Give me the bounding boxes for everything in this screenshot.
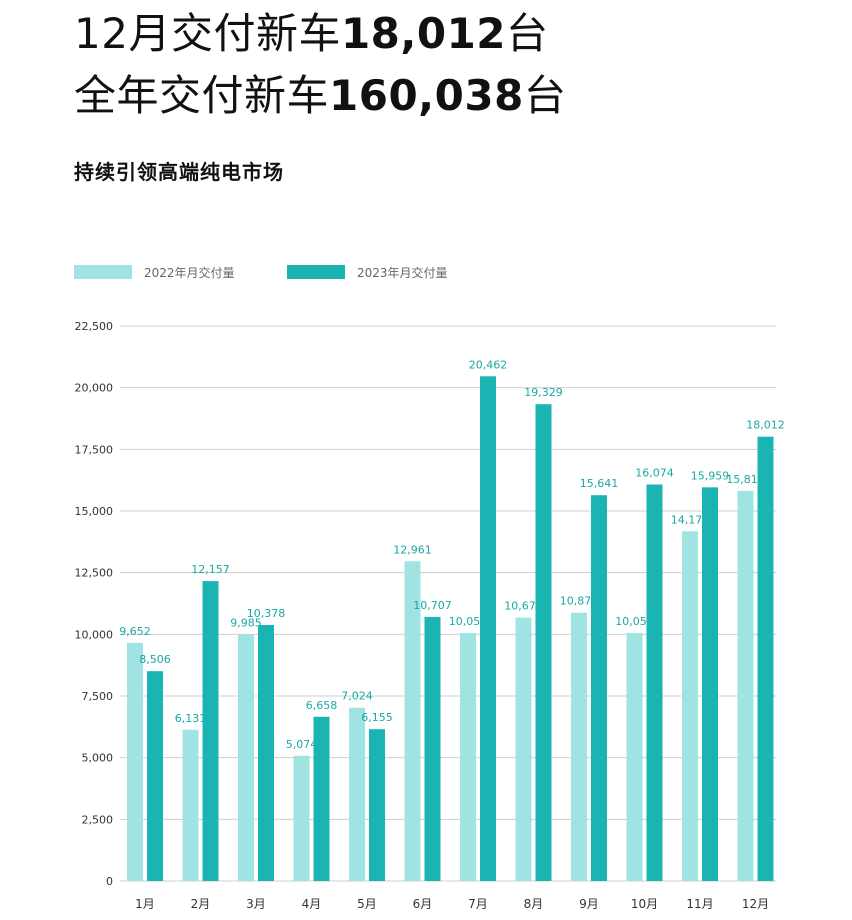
y-tick-label: 12,500	[75, 567, 114, 580]
bar-2	[535, 404, 552, 881]
bar-1	[404, 561, 421, 881]
x-tick-label: 7月	[468, 897, 488, 911]
bar-1	[349, 707, 365, 881]
data-label: 9,652	[119, 625, 151, 638]
data-label: 14,178	[671, 513, 710, 526]
headline-monthly-suffix: 台	[506, 9, 549, 58]
y-tick-label: 2,500	[82, 813, 114, 826]
data-label: 10,052	[449, 615, 488, 628]
bar-2	[147, 671, 163, 881]
data-label: 6,131	[175, 712, 207, 725]
x-tick-label: 3月	[246, 897, 266, 911]
y-tick-label: 10,000	[75, 628, 114, 641]
data-label: 15,959	[691, 469, 730, 482]
y-tick-label: 22,500	[75, 320, 114, 333]
bar-2	[480, 376, 496, 881]
data-label: 18,012	[746, 419, 785, 432]
data-label: 16,074	[635, 467, 674, 480]
x-tick-label: 6月	[413, 897, 433, 911]
chart-subtitle: 持续引领高端纯电市场	[74, 160, 284, 184]
data-label: 12,961	[393, 543, 432, 556]
bar-2	[646, 484, 663, 881]
data-label: 15,641	[580, 477, 619, 490]
bar-2	[702, 487, 718, 881]
y-tick-label: 5,000	[82, 752, 114, 765]
headline-monthly: 12月交付新车18,012台	[74, 10, 549, 58]
x-tick-label: 2月	[191, 897, 211, 911]
data-label: 10,378	[247, 607, 286, 620]
bar-1	[460, 633, 476, 881]
bar-1	[571, 612, 587, 881]
y-tick-label: 15,000	[75, 505, 114, 518]
bar-1	[515, 617, 532, 881]
x-tick-label: 5月	[357, 897, 377, 911]
data-label: 15,815	[726, 473, 765, 486]
data-label: 7,024	[341, 690, 373, 703]
legend-label-2: 2023年月交付量	[357, 265, 448, 280]
data-label: 10,707	[413, 599, 452, 612]
y-tick-label: 7,500	[82, 690, 114, 703]
legend-swatch-2	[287, 265, 345, 279]
bar-2	[369, 729, 385, 881]
y-tick-label: 17,500	[75, 443, 114, 456]
data-label: 6,658	[306, 699, 338, 712]
bar-1	[293, 755, 310, 881]
data-label: 12,157	[191, 563, 230, 576]
y-tick-label: 20,000	[75, 382, 114, 395]
bar-1	[682, 531, 698, 881]
data-label: 5,074	[286, 738, 318, 751]
x-tick-label: 4月	[302, 897, 322, 911]
data-label: 10,059	[615, 615, 654, 628]
bar-2	[591, 495, 607, 881]
bar-1	[182, 729, 199, 881]
x-tick-label: 8月	[524, 897, 544, 911]
x-tick-label: 10月	[631, 897, 658, 911]
x-tick-label: 9月	[579, 897, 599, 911]
data-label: 10,677	[504, 600, 543, 613]
bar-2	[313, 716, 330, 881]
x-tick-label: 11月	[686, 897, 713, 911]
data-label: 10,878	[560, 595, 599, 608]
bar-2	[424, 616, 441, 881]
y-tick-label: 0	[106, 875, 113, 888]
headline-annual-prefix: 全年交付新车	[74, 71, 330, 120]
legend-label-1: 2022年月交付量	[144, 265, 235, 280]
x-tick-label: 1月	[135, 897, 155, 911]
bar-2	[757, 436, 774, 881]
data-label: 20,462	[469, 358, 508, 371]
headline-annual: 全年交付新车160,038台	[74, 72, 566, 120]
bar-1	[626, 632, 643, 881]
headline-annual-suffix: 台	[523, 71, 567, 120]
data-label: 6,155	[361, 711, 393, 724]
bar-2	[258, 625, 274, 881]
headline-monthly-prefix: 12月交付新车	[74, 9, 341, 58]
data-label: 9,985	[230, 617, 262, 630]
data-label: 8,506	[139, 653, 171, 666]
bar-1	[737, 490, 754, 881]
bar-1	[127, 642, 143, 881]
bar-chart: 2022年月交付量 2023年月交付量 0 2,500 5,000 7,500 10,000…	[74, 265, 785, 911]
legend-swatch-1	[74, 265, 132, 279]
headline-monthly-value: 18,012	[340, 9, 507, 58]
x-tick-label: 12月	[742, 897, 769, 911]
headline-annual-value: 160,038	[329, 71, 524, 120]
data-label: 19,329	[524, 386, 563, 399]
bar-1	[238, 634, 254, 881]
bar-2	[202, 581, 219, 881]
